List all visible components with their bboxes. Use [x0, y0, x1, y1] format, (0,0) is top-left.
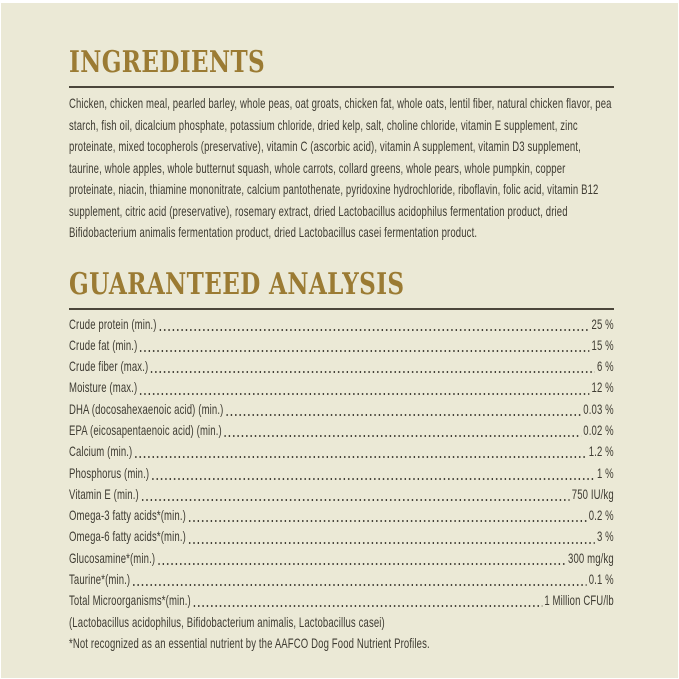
analysis-row-value: 0.2 %	[588, 507, 614, 524]
ingredients-section: INGREDIENTS Chicken, chicken meal, pearl…	[69, 47, 614, 244]
analysis-row-label: EPA (eicosapentaenoic acid) (min.)	[69, 421, 222, 438]
analysis-row-value: 1.2 %	[588, 443, 614, 460]
analysis-row: DHA (docosahexaenoic acid) (min.) 0.03 %	[69, 399, 614, 420]
label-content: INGREDIENTS Chicken, chicken meal, pearl…	[69, 47, 614, 654]
analysis-footnote: *Not recognized as an essential nutrient…	[69, 634, 430, 651]
analysis-row-value: 300 mg/kg	[568, 549, 614, 566]
section-divider	[69, 86, 614, 88]
analysis-row: Omega-6 fatty acids*(min.) 3 %	[69, 526, 614, 547]
dot-leader	[157, 562, 567, 566]
analysis-row-label: Calcium (min.)	[69, 443, 133, 460]
analysis-species-note: (Lactobacillus acidophilus, Bifidobacter…	[69, 613, 385, 630]
analysis-row: Moisture (max.) 12 %	[69, 377, 614, 398]
analysis-row-label: Crude fiber (max.)	[69, 358, 149, 375]
ingredients-title: INGREDIENTS	[69, 45, 266, 80]
analysis-row-label: Taurine*(min.)	[69, 571, 131, 588]
guaranteed-analysis-title: GUARANTEED ANALYSIS	[69, 266, 405, 302]
dot-leader	[140, 349, 590, 353]
analysis-row-value: 750 IU/kg	[571, 485, 614, 502]
analysis-row: Total Microorganisms*(min.) 1 Million CFU…	[69, 590, 614, 611]
guaranteed-analysis-section: GUARANTEED ANALYSIS Crude protein (min.)…	[69, 266, 614, 655]
analysis-row-value: 12 %	[591, 379, 614, 396]
analysis-row-label: Total Microorganisms*(min.)	[69, 592, 191, 609]
analysis-row: Phosphorus (min.) 1 %	[69, 463, 614, 484]
analysis-row-value: 1 Million CFU/lb	[544, 592, 614, 609]
dot-leader	[224, 435, 582, 438]
analysis-row: Vitamin E (min.) 750 IU/kg	[69, 484, 614, 505]
analysis-row-label: Glucosamine*(min.)	[69, 549, 156, 566]
dot-leader	[159, 328, 590, 331]
section-divider	[69, 307, 614, 310]
analysis-row: Crude fat (min.) 15 %	[69, 335, 614, 356]
analysis-row-value: 25 %	[591, 315, 614, 332]
analysis-row-value: 3 %	[596, 528, 614, 545]
analysis-row-label: DHA (docosahexaenoic acid) (min.)	[69, 400, 224, 417]
dot-leader	[135, 456, 587, 459]
analysis-row-value: 0.02 %	[583, 421, 614, 438]
dot-leader	[188, 520, 587, 523]
dot-leader	[188, 541, 595, 544]
guaranteed-analysis-title-wrap: GUARANTEED ANALYSIS	[69, 266, 614, 302]
analysis-row-label: Omega-3 fatty acids*(min.)	[69, 507, 186, 524]
ingredients-title-wrap: INGREDIENTS	[69, 47, 614, 79]
analysis-row: Crude fiber (max.) 6 %	[69, 356, 614, 377]
analysis-row-label: Phosphorus (min.)	[69, 464, 150, 481]
analysis-row: Crude protein (min.) 25 %	[69, 314, 614, 335]
analysis-row: Glucosamine*(min.) 300 mg/kg	[69, 548, 614, 569]
dot-leader	[132, 584, 587, 587]
analysis-row-label: Crude fat (min.)	[69, 336, 138, 353]
dot-leader	[193, 605, 543, 608]
analysis-row-value: 15 %	[591, 336, 614, 353]
analysis-row-value: 0.03 %	[583, 400, 614, 417]
analysis-row-label: Crude protein (min.)	[69, 315, 157, 332]
dot-leader	[226, 413, 582, 416]
analysis-row: Taurine*(min.) 0.1 %	[69, 569, 614, 590]
analysis-row-label: Moisture (max.)	[69, 379, 138, 396]
dot-leader	[151, 371, 595, 374]
analysis-row-value: 1 %	[596, 464, 614, 481]
dot-leader	[139, 392, 590, 395]
analysis-table: Crude protein (min.) 25 % Crude fat (min.)…	[69, 310, 614, 612]
dot-leader	[151, 477, 595, 480]
analysis-row: Omega-3 fatty acids*(min.) 0.2 %	[69, 505, 614, 526]
analysis-row: Calcium (min.) 1.2 %	[69, 441, 614, 462]
analysis-row-label: Omega-6 fatty acids*(min.)	[69, 528, 186, 545]
dot-leader	[141, 498, 570, 502]
label-panel: INGREDIENTS Chicken, chicken meal, pearl…	[1, 3, 678, 678]
analysis-row-value: 6 %	[596, 358, 614, 375]
analysis-row: EPA (eicosapentaenoic acid) (min.) 0.02 %	[69, 420, 614, 441]
analysis-row-label: Vitamin E (min.)	[69, 485, 139, 502]
analysis-row-value: 0.1 %	[588, 571, 614, 588]
ingredients-text: Chicken, chicken meal, pearled barley, w…	[69, 95, 612, 240]
